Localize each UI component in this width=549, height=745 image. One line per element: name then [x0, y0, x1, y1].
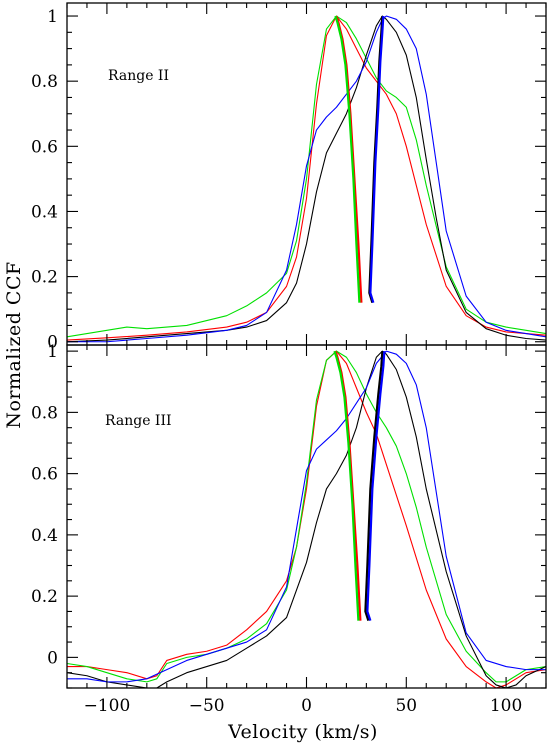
red-ccf-line [67, 350, 546, 688]
y-axis-title: Normalized CCF [3, 261, 25, 428]
y-tick-label-0: 0 [47, 333, 58, 353]
y-tick-label-0-6: 0.6 [31, 465, 58, 485]
x-tick-label-50: −50 [189, 696, 225, 716]
x-tick-label-50: 50 [395, 696, 417, 716]
blue-bisector-line [369, 15, 385, 303]
blue-bisector-line [366, 351, 386, 621]
plot-frame [66, 344, 547, 689]
y-tick-label-0-4: 0.4 [31, 526, 58, 546]
y-tick-label-0-2: 0.2 [31, 587, 58, 607]
y-tick-label-0-8: 0.8 [31, 403, 58, 423]
blue-ccf-line [67, 350, 546, 683]
y-tick-label-1: 1 [47, 7, 58, 27]
series-group [67, 350, 546, 688]
y-tick-label-0-8: 0.8 [31, 72, 58, 92]
y-tick-label-1: 1 [47, 342, 58, 362]
black-ccf-line [67, 350, 546, 688]
panel-range-iii: 0 0.2 0.4 0.6 0.8 1 −100 −50 0 50 100 Range III [31, 342, 547, 716]
x-tick-label-100: −100 [84, 696, 131, 716]
green-bisector-line [334, 15, 361, 303]
range-annotation: Range II [108, 68, 169, 84]
range-annotation: Range III [105, 413, 172, 429]
x-tick-label-0: 0 [301, 696, 312, 716]
green-ccf-line [67, 15, 546, 338]
x-axis-title: Velocity (km/s) [227, 721, 378, 743]
x-tick-label-100: 100 [490, 696, 522, 716]
y-tick-label-0: 0 [47, 648, 58, 668]
red-ccf-line [67, 15, 546, 341]
y-tick-label-0-6: 0.6 [31, 137, 58, 157]
green-bisector-line [333, 350, 360, 621]
y-tick-label-0-2: 0.2 [31, 268, 58, 288]
blue-ccf-line [67, 15, 546, 343]
green-ccf-line [67, 350, 546, 683]
series-group [67, 15, 546, 343]
black-bisector-line [364, 351, 384, 621]
panel-range-ii: 0 0.2 0.4 0.6 0.8 1 Range II [31, 2, 547, 353]
y-tick-label-0-4: 0.4 [31, 202, 58, 222]
